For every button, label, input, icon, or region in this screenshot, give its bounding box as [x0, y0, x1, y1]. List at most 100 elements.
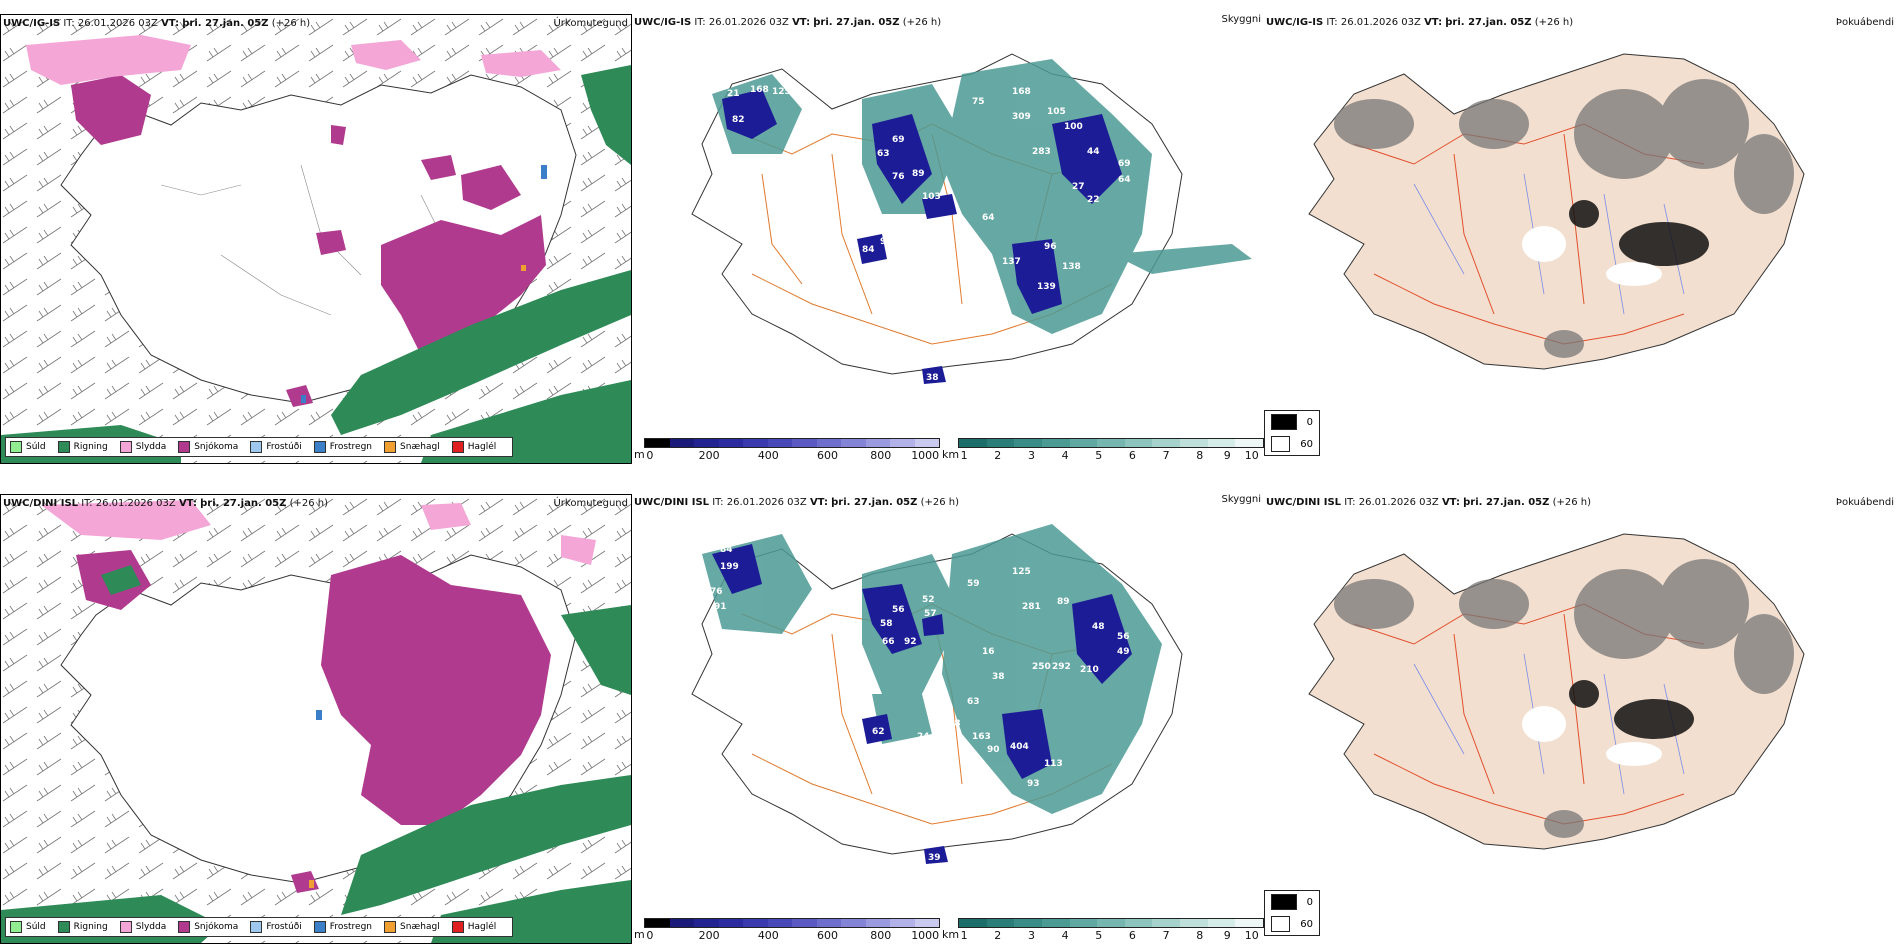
svg-text:281: 281 [1022, 602, 1041, 612]
snow-areas [71, 75, 546, 407]
visibility-colorbar-strip [958, 438, 1264, 448]
svg-text:103: 103 [922, 192, 941, 202]
svg-text:139: 139 [1037, 282, 1056, 292]
svg-text:283: 283 [1032, 147, 1051, 157]
svg-text:125: 125 [1012, 567, 1031, 577]
elevation-colorbar-bottom: m 0 200 400 600 800 1000 [634, 918, 940, 942]
svg-text:78: 78 [948, 719, 961, 729]
svg-text:69: 69 [1118, 159, 1131, 169]
svg-text:292: 292 [1052, 662, 1071, 672]
visibility-panel-top: 21 168 125 82 63 69 76 89 103 75 168 309… [632, 14, 1264, 464]
svg-text:89: 89 [912, 169, 925, 179]
svg-text:56: 56 [1117, 632, 1130, 642]
legend-item-rain: Rigning [57, 441, 108, 453]
legend-item-freezing-rain: Frostregn [313, 921, 372, 933]
legend-item-hail: Haglél [451, 441, 496, 453]
precip-legend-bottom: Súld Rigning Slydda Snjókoma Frostúði Fr… [5, 917, 514, 937]
fog-header-bottom: UWC/DINI ISL IT: 26.01.2026 03Z VT: þri.… [1266, 497, 1592, 508]
svg-text:69: 69 [892, 135, 905, 145]
svg-text:39: 39 [928, 853, 941, 863]
sleet-areas [41, 500, 596, 565]
svg-text:138: 138 [1062, 262, 1081, 272]
legend-item-graupel: Snæhagl [384, 921, 440, 933]
precip-type-panel-top: UWC/IG-IS IT: 26.01.2026 03Z VT: þri. 27… [0, 14, 632, 464]
visibility-map-bottom: 84 199 76 91 58 56 66 92 52 57 59 125 28… [691, 524, 1183, 864]
svg-text:404: 404 [1010, 742, 1029, 752]
svg-text:105: 105 [1047, 107, 1066, 117]
visibility-labels-top: 21 168 125 82 63 69 76 89 103 75 168 309… [727, 85, 1131, 383]
svg-text:59: 59 [967, 579, 980, 589]
svg-text:49: 49 [1117, 647, 1130, 657]
fog-title-top: Þokuábendi [1835, 17, 1894, 28]
svg-text:125: 125 [772, 87, 791, 97]
svg-text:58: 58 [880, 619, 893, 629]
visibility-labels-bottom: 84 199 76 91 58 56 66 92 52 57 59 125 28… [710, 545, 1130, 863]
precip-legend-top: Súld Rigning Slydda Snjókoma Frostúði Fr… [5, 437, 514, 457]
legend-item-sleet: Slydda [119, 441, 166, 453]
precip-header-top: UWC/IG-IS IT: 26.01.2026 03Z VT: þri. 27… [3, 18, 311, 29]
snow-areas [76, 550, 551, 893]
precip-title-bottom: Úrkomutegund [553, 498, 628, 509]
legend-item-freezing-drizzle: Frostúði [250, 921, 302, 933]
svg-text:168: 168 [750, 85, 769, 95]
svg-text:95: 95 [880, 237, 893, 247]
visibility-header-bottom: UWC/DINI ISL IT: 26.01.2026 03Z VT: þri.… [634, 497, 960, 508]
svg-text:244: 244 [917, 732, 936, 742]
legend-item-snow: Snjókoma [178, 921, 238, 933]
legend-item-freezing-drizzle: Frostúði [250, 441, 302, 453]
fog-shading [1334, 79, 1794, 358]
svg-text:163: 163 [972, 732, 991, 742]
svg-text:22: 22 [1087, 195, 1100, 205]
svg-text:91: 91 [934, 259, 947, 269]
visibility-colorbar-strip [958, 918, 1264, 928]
svg-text:90: 90 [987, 745, 1000, 755]
svg-text:52: 52 [922, 595, 935, 605]
svg-text:93: 93 [1027, 779, 1040, 789]
fog-shading [1334, 559, 1794, 838]
svg-text:91: 91 [714, 602, 727, 612]
svg-text:250: 250 [1032, 662, 1051, 672]
svg-text:62: 62 [872, 727, 885, 737]
fog-panel-bottom: UWC/DINI ISL IT: 26.01.2026 03Z VT: þri.… [1264, 494, 1900, 944]
svg-text:76: 76 [892, 172, 905, 182]
svg-text:92: 92 [904, 637, 917, 647]
svg-text:66: 66 [882, 637, 895, 647]
svg-text:89: 89 [1057, 597, 1070, 607]
svg-text:137: 137 [1002, 257, 1021, 267]
elevation-colorbar-top: m 0 200 400 600 800 1000 [634, 438, 940, 462]
svg-text:84: 84 [720, 545, 733, 555]
precip-title-top: Úrkomutegund [553, 18, 628, 29]
legend-item-rain: Rigning [57, 921, 108, 933]
svg-text:168: 168 [1012, 87, 1031, 97]
legend-item-drizzle: Súld [10, 441, 46, 453]
svg-text:100: 100 [1064, 122, 1083, 132]
svg-text:96: 96 [1044, 242, 1057, 252]
svg-text:199: 199 [720, 562, 739, 572]
fog-dense [1569, 200, 1709, 266]
svg-text:63: 63 [967, 697, 980, 707]
legend-item-freezing-rain: Frostregn [313, 441, 372, 453]
svg-text:16: 16 [982, 647, 995, 657]
fog-dense [1569, 680, 1694, 739]
svg-text:38: 38 [926, 373, 939, 383]
svg-text:64: 64 [982, 213, 995, 223]
svg-text:48: 48 [1092, 622, 1105, 632]
svg-text:84: 84 [862, 245, 875, 255]
visibility-header-top: UWC/IG-IS IT: 26.01.2026 03Z VT: þri. 27… [634, 17, 942, 28]
svg-text:45: 45 [1022, 327, 1035, 337]
svg-text:63: 63 [877, 149, 890, 159]
visibility-map-top: 21 168 125 82 63 69 76 89 103 75 168 309… [691, 53, 1252, 384]
legend-item-graupel: Snæhagl [384, 441, 440, 453]
svg-text:113: 113 [1044, 759, 1063, 769]
elevation-colorbar-strip [644, 438, 940, 448]
fog-header-top: UWC/IG-IS IT: 26.01.2026 03Z VT: þri. 27… [1266, 17, 1574, 28]
svg-text:64: 64 [1118, 175, 1131, 185]
visibility-colorbar-bottom: km 1 2 3 4 5 6 7 8 9 10 [942, 918, 1264, 942]
svg-text:27: 27 [1072, 182, 1085, 192]
mountain-areas [722, 89, 1122, 384]
visibility-title-bottom: Skyggni [1221, 494, 1261, 505]
svg-text:210: 210 [1080, 665, 1099, 675]
svg-text:75: 75 [972, 97, 985, 107]
svg-text:87: 87 [980, 259, 993, 269]
visibility-panel-bottom: 84 199 76 91 58 56 66 92 52 57 59 125 28… [632, 494, 1264, 944]
